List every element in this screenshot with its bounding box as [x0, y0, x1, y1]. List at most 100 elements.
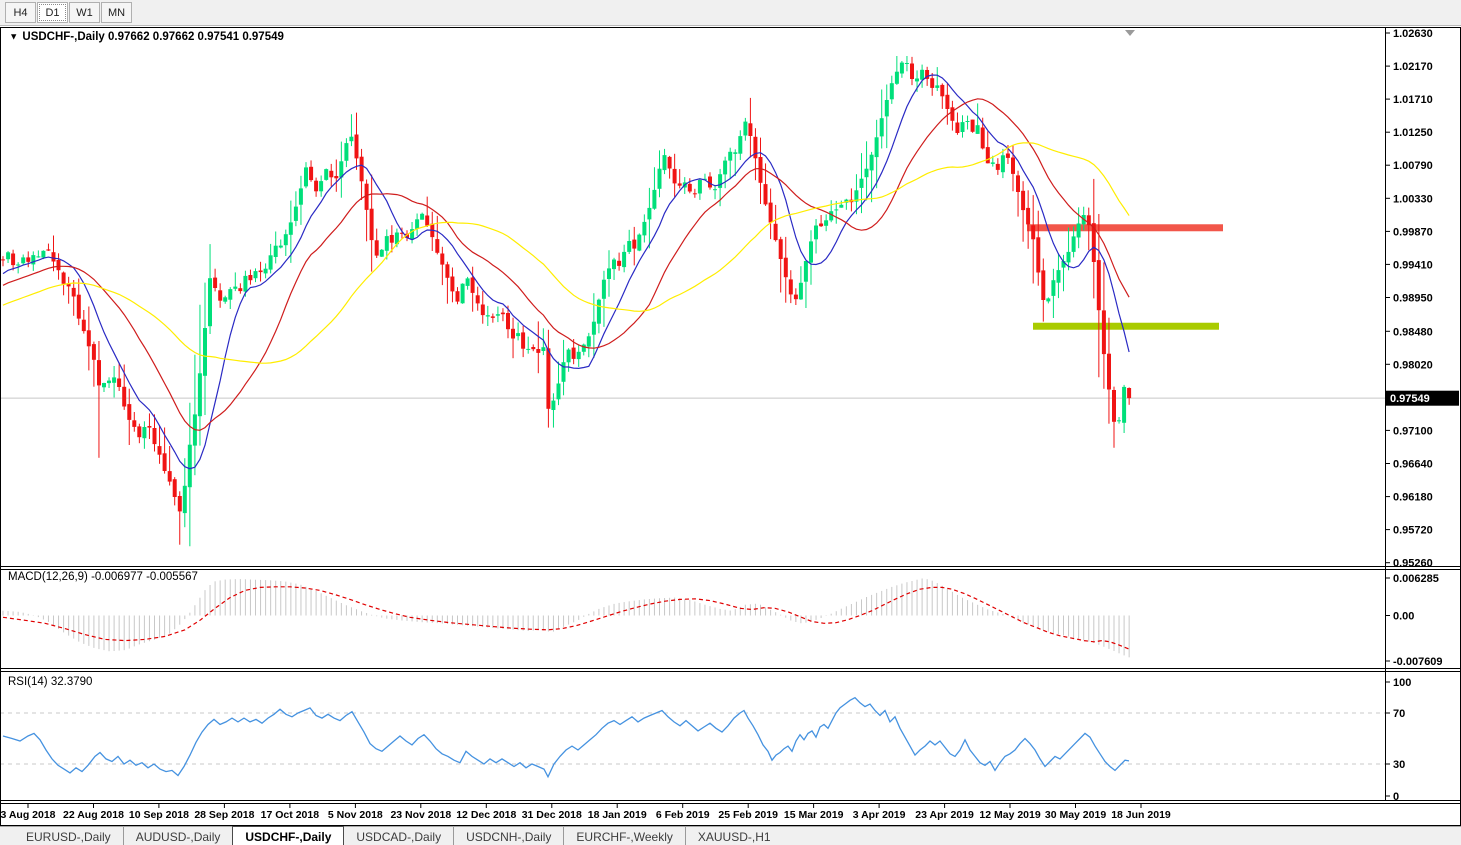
- rsi-tick-label: 70: [1393, 708, 1405, 720]
- candle-body: [389, 235, 394, 243]
- candle-body: [1107, 353, 1111, 390]
- candle-body: [435, 239, 440, 253]
- candle-body: [687, 183, 692, 192]
- candle-body: [925, 70, 930, 79]
- candle-body: [46, 249, 51, 251]
- candle-body: [935, 85, 940, 88]
- candle-body: [485, 315, 490, 317]
- candle-body: [142, 427, 147, 439]
- candle-body: [566, 349, 571, 363]
- timeframe-button-d1[interactable]: D1: [37, 2, 68, 23]
- resistance-line[interactable]: [1027, 224, 1223, 232]
- candle-body: [854, 190, 859, 202]
- price-tick-label: 1.02630: [1393, 28, 1433, 40]
- candle-body: [61, 272, 66, 284]
- candle-body: [803, 261, 808, 282]
- candle-body: [203, 328, 207, 376]
- candle-body: [1091, 223, 1096, 262]
- date-label: 28 Sep 2018: [194, 809, 254, 821]
- candle-body: [304, 167, 308, 187]
- candle-body: [945, 94, 950, 109]
- candle-body: [970, 119, 975, 132]
- candle-body: [506, 313, 510, 330]
- tab-usdcad-daily[interactable]: USDCAD-,Daily: [356, 829, 442, 844]
- candle-body: [915, 78, 919, 82]
- symbol-dropdown-icon[interactable]: ▼: [9, 32, 19, 42]
- macd-signal-line: [2, 586, 1130, 650]
- candle-body: [187, 444, 192, 488]
- candle-body: [1101, 310, 1106, 355]
- tab-eurusd-daily[interactable]: EURUSD-,Daily: [26, 829, 111, 844]
- candle-body: [723, 160, 728, 175]
- candle-body: [1071, 236, 1076, 252]
- candle-body: [268, 255, 273, 270]
- candle-body: [834, 209, 839, 211]
- candle-body: [6, 252, 11, 260]
- timeframe-toolbar: H4 D1 W1 MN: [0, 0, 1461, 26]
- tab-usdchf-daily[interactable]: USDCHF-,Daily: [232, 826, 345, 845]
- candle-body: [369, 208, 374, 241]
- candle-body: [809, 241, 813, 263]
- tab-audusd-daily[interactable]: AUDUSD-,Daily: [122, 827, 233, 845]
- timeframe-button-w1[interactable]: W1: [69, 2, 100, 23]
- price-tick-label: 0.95720: [1393, 525, 1433, 537]
- tab-usdcnh-daily[interactable]: USDCNH-,Daily: [453, 827, 563, 845]
- candle-body: [137, 426, 142, 438]
- candle-body: [273, 245, 278, 257]
- candle-body: [692, 193, 697, 195]
- candle-body: [869, 154, 874, 171]
- macd-label: MACD(12,26,9): [8, 571, 88, 583]
- candle-body: [450, 276, 455, 292]
- date-label: 3 Aug 2018: [0, 809, 55, 821]
- candle-body: [132, 420, 137, 427]
- candle-body: [864, 168, 869, 178]
- candle-body: [1, 259, 5, 261]
- candle-body: [81, 319, 86, 332]
- tab-eurchf-weekly[interactable]: EURCHF-,Weekly: [563, 827, 684, 845]
- candle-body: [97, 360, 101, 386]
- candle-body: [990, 162, 995, 164]
- timeframe-button-h4[interactable]: H4: [5, 2, 36, 23]
- candle-body: [324, 169, 329, 180]
- candle-body: [995, 163, 1000, 170]
- candle-body: [107, 380, 111, 384]
- candle-body: [152, 428, 157, 445]
- tab-xauusd-h1[interactable]: XAUUSD-,H1: [684, 827, 783, 845]
- candle-body: [617, 260, 622, 266]
- candle-body: [405, 233, 409, 238]
- candle-body: [71, 287, 76, 297]
- candle-body: [884, 100, 889, 117]
- shift-marker-icon[interactable]: [1125, 30, 1135, 36]
- timeframe-button-mn[interactable]: MN: [101, 2, 132, 23]
- date-label: 10 Sep 2018: [129, 809, 189, 821]
- candle-body: [980, 127, 985, 149]
- rsi-line: [2, 696, 1130, 779]
- candle-body: [283, 234, 288, 246]
- candle-body: [975, 125, 980, 134]
- candle-body: [591, 321, 596, 335]
- candle-body: [904, 63, 909, 64]
- candle-body: [86, 330, 91, 347]
- candle-body: [697, 179, 702, 194]
- date-label: 30 May 2019: [1045, 809, 1106, 821]
- candle-body: [394, 232, 399, 245]
- price-tick-label: 1.01250: [1393, 127, 1433, 139]
- price-tick-label: 0.98480: [1393, 326, 1433, 338]
- price-tick-label: 1.01710: [1393, 94, 1433, 106]
- macd-tick-label: 0.00: [1393, 611, 1414, 623]
- candle-body: [415, 219, 420, 229]
- candle-body: [596, 299, 601, 324]
- candle-body: [1046, 298, 1051, 302]
- candle-body: [122, 386, 127, 407]
- candle-body: [748, 123, 753, 136]
- candle-body: [950, 107, 955, 121]
- chart-tabs: EURUSD-,Daily AUDUSD-,Daily USDCHF-,Daily U…: [0, 826, 1461, 845]
- candle-body: [495, 314, 500, 316]
- candle-body: [581, 344, 586, 352]
- macd-tick-label: 0.006285: [1393, 573, 1439, 585]
- price-tick-label: 0.99870: [1393, 226, 1433, 238]
- candle-body: [248, 275, 253, 281]
- support-line[interactable]: [1033, 322, 1219, 330]
